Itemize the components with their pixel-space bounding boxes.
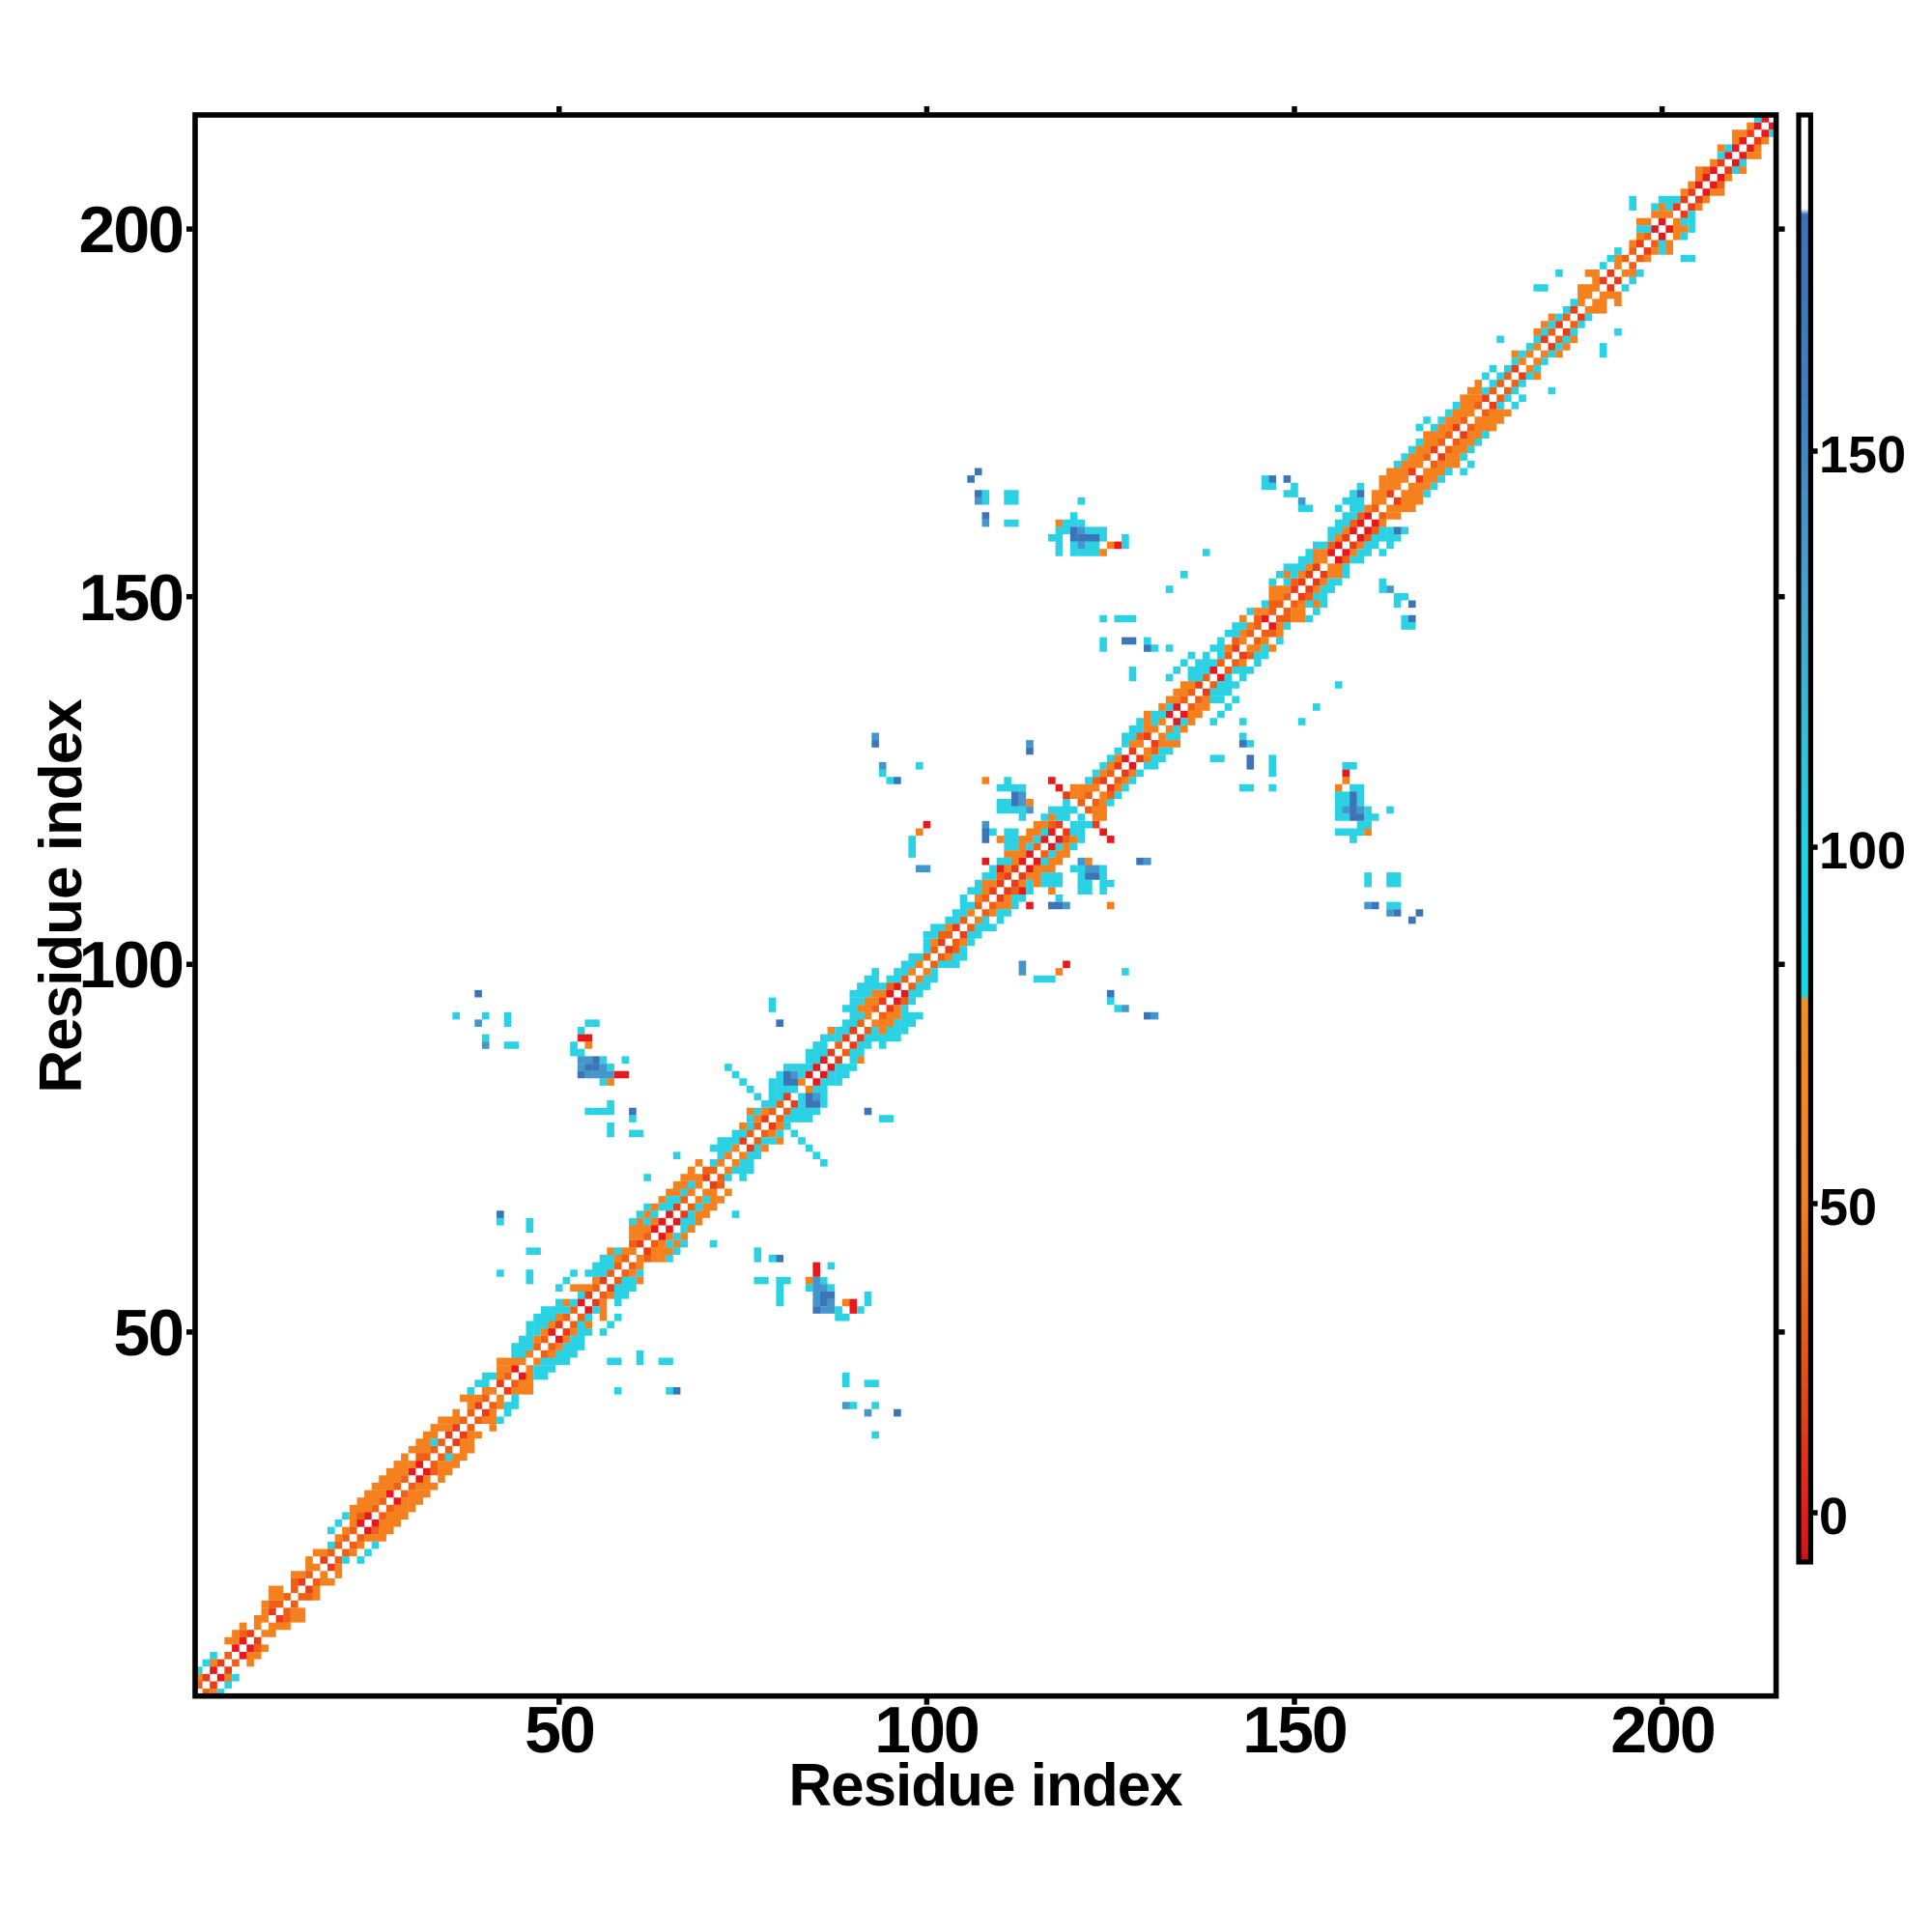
svg-text:50: 50 <box>1819 1179 1877 1236</box>
svg-text:200: 200 <box>1610 1693 1715 1767</box>
svg-text:Residue index: Residue index <box>28 698 95 1094</box>
svg-text:100: 100 <box>79 928 184 1002</box>
svg-text:100: 100 <box>1819 822 1906 880</box>
svg-text:50: 50 <box>113 1296 183 1370</box>
svg-text:150: 150 <box>79 561 184 635</box>
svg-text:100: 100 <box>874 1693 979 1767</box>
svg-text:50: 50 <box>525 1693 594 1767</box>
svg-text:200: 200 <box>79 193 184 267</box>
svg-text:Residue index: Residue index <box>788 1752 1183 1819</box>
svg-text:150: 150 <box>1819 426 1906 484</box>
svg-text:150: 150 <box>1242 1693 1347 1767</box>
svg-text:0: 0 <box>1819 1488 1848 1546</box>
